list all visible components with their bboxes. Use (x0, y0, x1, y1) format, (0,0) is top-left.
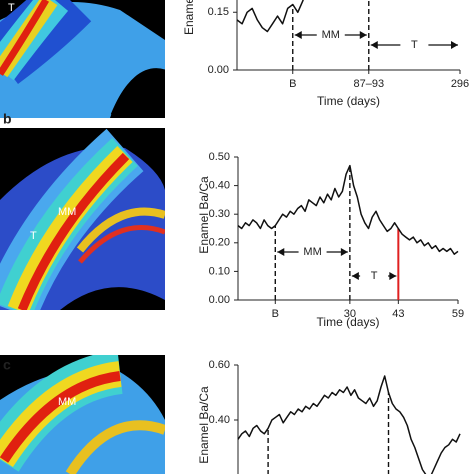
y-axis-label: Enamel Ba/Ca (182, 0, 196, 35)
y-tick-label: 0.20 (209, 237, 230, 249)
y-tick-label: 0.15 (208, 6, 229, 18)
annotation: MM (322, 29, 340, 41)
y-tick-label: 0.40 (209, 414, 230, 426)
annotation-bg (316, 28, 345, 42)
x-tick-label: B (289, 78, 296, 90)
x-tick-label: 87–93 (353, 78, 384, 90)
y-tick-label: 0.10 (209, 265, 230, 277)
x-axis-label: Time (days) (317, 94, 380, 108)
y-tick-label: 0.60 (209, 359, 230, 371)
x-axis-label: Time (days) (317, 315, 380, 329)
annotation-bg (360, 269, 389, 283)
x-tick-label: 30 (344, 308, 356, 320)
y-tick-label: 0.40 (209, 180, 230, 192)
x-tick-label: B (272, 308, 279, 320)
image-b (0, 128, 165, 310)
y-axis-label: Enamel Ba/Ca (197, 386, 211, 464)
x-tick-label: 296 (451, 78, 469, 90)
annotation: MM (303, 246, 321, 258)
panel-label: c (3, 357, 11, 373)
image-label: T (8, 2, 15, 14)
data-line (236, 0, 304, 33)
image-c (0, 355, 165, 474)
annotation-bg (400, 38, 429, 52)
y-tick-label: 0.00 (209, 294, 230, 306)
data-line (237, 164, 459, 255)
image-label: MM (58, 206, 76, 218)
image-label: T (30, 230, 37, 242)
data-line (237, 375, 461, 474)
panel-label: b (3, 111, 12, 127)
annotation: T (371, 270, 378, 282)
annotation-bg (298, 245, 327, 259)
x-tick-label: 59 (452, 308, 464, 320)
x-tick-label: 43 (392, 308, 404, 320)
y-axis-label: Enamel Ba/Ca (197, 176, 211, 254)
y-tick-label: 0.50 (209, 151, 230, 163)
y-tick-label: 0.30 (209, 208, 230, 220)
y-tick-label: 0.00 (208, 64, 229, 76)
image-label: MM (58, 396, 76, 408)
image-a (0, 0, 165, 118)
annotation: T (411, 39, 418, 51)
